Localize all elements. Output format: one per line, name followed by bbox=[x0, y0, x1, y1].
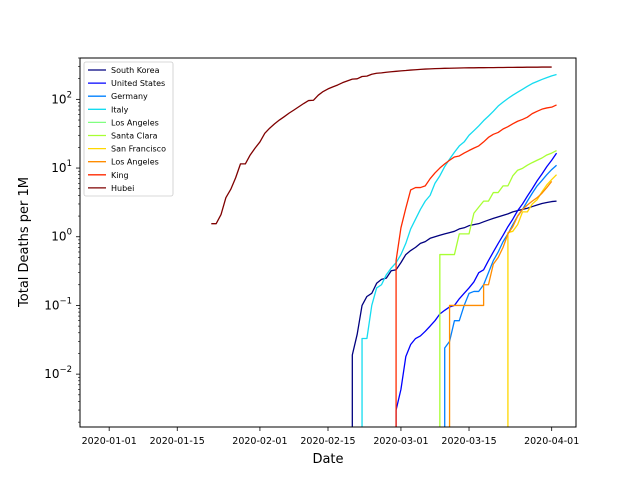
series-line-5 bbox=[439, 149, 557, 427]
legend-item: Santa Clara bbox=[88, 132, 158, 141]
series-line-7 bbox=[448, 180, 553, 427]
legend-item: South Korea bbox=[88, 66, 160, 75]
legend-label: Hubei bbox=[111, 184, 134, 193]
legend-label: Los Angeles bbox=[111, 118, 159, 127]
x-axis-label: Date bbox=[312, 452, 343, 467]
legend-label: South Korea bbox=[111, 66, 160, 75]
y-tick-label: 100 bbox=[51, 228, 72, 244]
legend-label: King bbox=[111, 171, 129, 180]
x-tick-label: 2020-02-01 bbox=[232, 436, 287, 447]
legend-box bbox=[83, 61, 174, 197]
series-line-6 bbox=[507, 174, 558, 427]
legend-item: Los Angeles bbox=[88, 118, 159, 127]
series-line-2 bbox=[444, 164, 557, 427]
legend-item: Germany bbox=[88, 92, 148, 101]
legend-item: Los Angeles bbox=[88, 158, 159, 167]
legend-label: Germany bbox=[111, 92, 148, 101]
legend-label: Santa Clara bbox=[111, 132, 158, 141]
legend-item: United States bbox=[88, 79, 165, 88]
series-line-3 bbox=[361, 73, 557, 427]
x-tick-label: 2020-03-15 bbox=[441, 436, 496, 447]
legend-label: United States bbox=[111, 79, 165, 88]
y-tick-label: 102 bbox=[51, 90, 72, 106]
x-tick-label: 2020-03-01 bbox=[373, 436, 428, 447]
x-tick-label: 2020-01-01 bbox=[82, 436, 137, 447]
x-axis: 2020-01-01 2020-01-15 2020-02-01 2020-02-15… bbox=[82, 427, 579, 447]
legend-item: Hubei bbox=[88, 184, 134, 193]
series-line-9 bbox=[211, 66, 552, 225]
y-tick-label: 101 bbox=[51, 159, 72, 175]
y-tick-label: 10−2 bbox=[44, 365, 72, 381]
legend: South Korea United States Germany Italy Los … bbox=[83, 61, 174, 197]
legend-item: San Francisco bbox=[88, 145, 166, 154]
y-axis: 10−2 10−1 100 101 102 bbox=[44, 57, 80, 423]
series-line-1 bbox=[395, 152, 558, 427]
y-axis-label: Total Deaths per 1M bbox=[17, 177, 32, 308]
x-tick-label: 2020-04-01 bbox=[524, 436, 579, 447]
x-tick-label: 2020-01-15 bbox=[150, 436, 205, 447]
series-layer bbox=[211, 66, 558, 427]
legend-label: Italy bbox=[111, 105, 129, 114]
legend-item: Italy bbox=[88, 105, 129, 114]
series-line-8 bbox=[395, 104, 557, 427]
legend-label: San Francisco bbox=[111, 145, 166, 154]
legend-label: Los Angeles bbox=[111, 158, 159, 167]
y-tick-label: 10−1 bbox=[44, 296, 72, 312]
legend-item: King bbox=[88, 171, 129, 180]
x-tick-label: 2020-02-15 bbox=[300, 436, 355, 447]
